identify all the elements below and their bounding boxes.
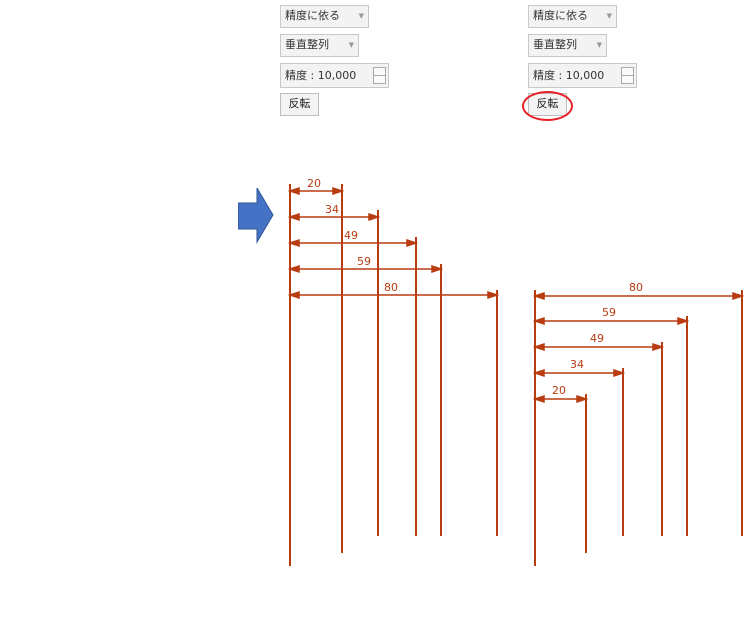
mode-select-value: 精度に依る bbox=[285, 9, 340, 22]
dimension-label: 80 bbox=[629, 281, 643, 294]
mode-select-value: 精度に依る bbox=[533, 9, 588, 22]
left-extension-lines bbox=[289, 184, 498, 566]
right-dimension-lines bbox=[532, 291, 745, 404]
arrow-right-icon bbox=[238, 188, 274, 244]
left-dimension-lines bbox=[287, 186, 500, 300]
dimension-label: 49 bbox=[344, 229, 358, 242]
arrangement-select-value: 垂直整列 bbox=[533, 38, 577, 51]
precision-field-left[interactable]: 精度 : 10,000 bbox=[280, 63, 389, 88]
arrangement-select-left[interactable]: 垂直整列 ▼ bbox=[280, 34, 359, 57]
precision-value: 10,000 bbox=[565, 69, 605, 82]
dimension-label: 49 bbox=[590, 332, 604, 345]
arrangement-select-right[interactable]: 垂直整列 ▼ bbox=[528, 34, 607, 57]
dimension-label: 59 bbox=[357, 255, 371, 268]
precision-value: 10,000 bbox=[317, 69, 357, 82]
precision-field-right[interactable]: 精度 : 10,000 bbox=[528, 63, 637, 88]
dimension-label: 20 bbox=[307, 177, 321, 190]
dimension-label: 34 bbox=[570, 358, 584, 371]
precision-label: 精度 : bbox=[533, 69, 563, 82]
mode-select-left[interactable]: 精度に依る ▼ bbox=[280, 5, 369, 28]
dimension-label: 59 bbox=[602, 306, 616, 319]
dimension-label: 34 bbox=[325, 203, 339, 216]
chevron-down-icon: ▼ bbox=[358, 12, 364, 20]
dimension-label: 20 bbox=[552, 384, 566, 397]
chevron-down-icon: ▼ bbox=[606, 12, 612, 20]
chevron-down-icon: ▼ bbox=[596, 41, 602, 49]
flip-button-left[interactable]: 反転 bbox=[280, 93, 319, 116]
dimension-label: 80 bbox=[384, 281, 398, 294]
mode-select-right[interactable]: 精度に依る ▼ bbox=[528, 5, 617, 28]
precision-label: 精度 : bbox=[285, 69, 315, 82]
chevron-down-icon: ▼ bbox=[348, 41, 354, 49]
highlight-circle bbox=[522, 91, 573, 121]
right-extension-lines bbox=[534, 290, 743, 566]
spinner-icon[interactable] bbox=[373, 67, 386, 84]
spinner-icon[interactable] bbox=[621, 67, 634, 84]
arrangement-select-value: 垂直整列 bbox=[285, 38, 329, 51]
